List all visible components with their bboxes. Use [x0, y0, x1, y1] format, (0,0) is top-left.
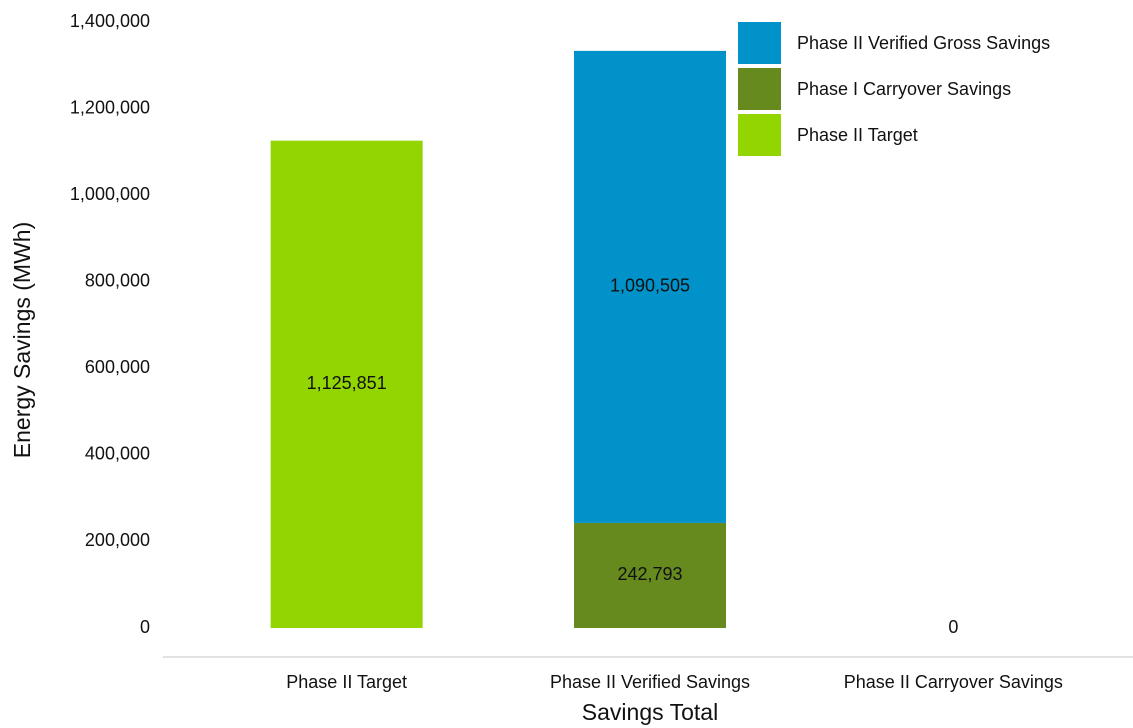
bar-segment: [270, 140, 423, 628]
legend-swatch: [738, 114, 781, 156]
bar-segment: [574, 50, 726, 523]
x-tick-label: Phase II Target: [286, 672, 407, 692]
y-tick-label: 1,200,000: [70, 97, 150, 117]
legend-swatch: [738, 22, 781, 64]
data-label: 0: [948, 617, 958, 637]
y-tick-label: 400,000: [85, 444, 150, 464]
x-axis-title: Savings Total: [582, 699, 718, 725]
y-axis-title: Energy Savings (MWh): [9, 222, 35, 458]
data-label: 1,125,851: [307, 373, 387, 393]
y-tick-label: 1,400,000: [70, 11, 150, 31]
x-tick-label: Phase II Carryover Savings: [844, 672, 1063, 692]
y-tick-label: 0: [140, 617, 150, 637]
y-tick-label: 200,000: [85, 530, 150, 550]
y-tick-label: 1,000,000: [70, 184, 150, 204]
y-tick-label: 600,000: [85, 357, 150, 377]
bar-segment: [574, 522, 726, 628]
y-tick-label: 800,000: [85, 270, 150, 290]
legend-label: Phase II Target: [797, 125, 918, 145]
x-tick-label: Phase II Verified Savings: [550, 672, 750, 692]
legend-label: Phase II Verified Gross Savings: [797, 33, 1050, 53]
legend-label: Phase I Carryover Savings: [797, 79, 1011, 99]
data-label: 242,793: [617, 564, 682, 584]
data-label: 1,090,505: [610, 276, 690, 296]
legend-swatch: [738, 68, 781, 110]
